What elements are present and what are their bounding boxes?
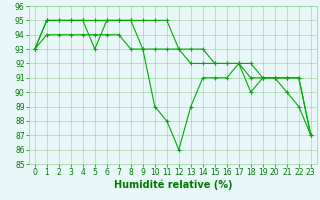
X-axis label: Humidité relative (%): Humidité relative (%) [114,180,232,190]
